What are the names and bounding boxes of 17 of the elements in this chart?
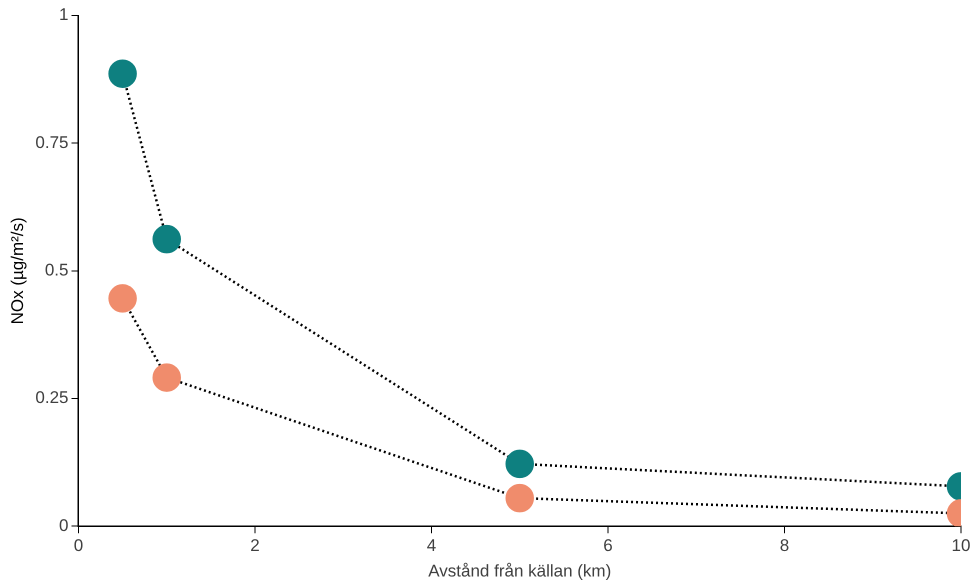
point — [108, 59, 137, 88]
x-tick-label: 0 — [74, 536, 84, 556]
y-axis-title: NOx (µg/m²/s) — [8, 217, 27, 324]
x-axis-title: Avstånd från källan (km) — [428, 561, 612, 580]
point — [108, 284, 137, 313]
x-tick-label: 6 — [603, 536, 613, 556]
x-tick-label: 8 — [780, 536, 790, 556]
x-tick-label: 4 — [426, 536, 436, 556]
x-tick-label: 2 — [250, 536, 260, 556]
point — [152, 224, 181, 254]
x-tick-label: 10 — [952, 536, 970, 556]
y-tick-label: 1 — [59, 5, 68, 24]
y-tick-label: 0.75 — [35, 132, 68, 152]
y-tick-label: 0.25 — [35, 388, 68, 408]
y-tick-label: 0 — [59, 516, 68, 535]
y-tick-label: 0.5 — [44, 260, 68, 280]
point — [152, 363, 181, 392]
